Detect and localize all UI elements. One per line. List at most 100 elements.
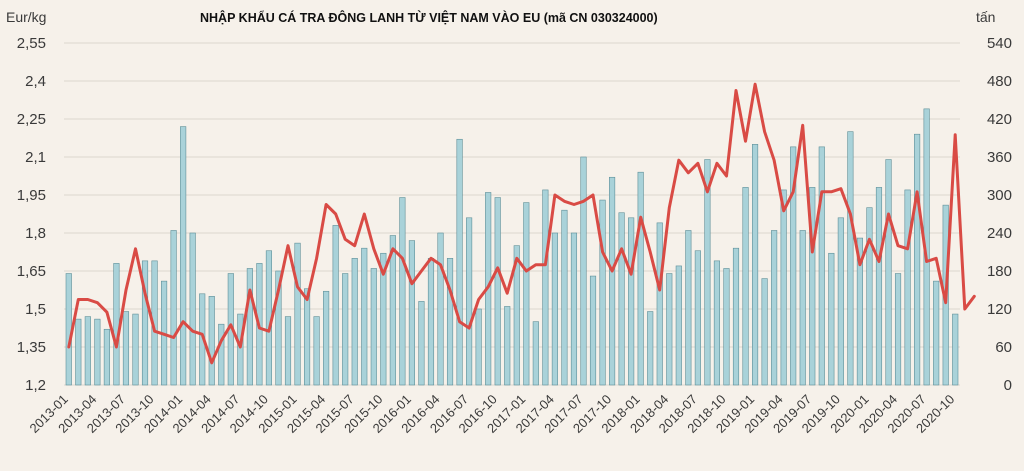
bar [952, 313, 959, 386]
bar [628, 217, 635, 386]
bar [885, 159, 892, 386]
bar [208, 296, 215, 386]
bar [771, 230, 778, 386]
bar [837, 217, 844, 386]
bar [542, 189, 549, 386]
bar [122, 311, 130, 386]
left-tick-label: 1,2 [25, 377, 46, 394]
bar [323, 290, 330, 386]
bar [494, 197, 501, 386]
bar [342, 273, 349, 386]
right-tick-label: 360 [987, 149, 1012, 166]
bar [504, 306, 511, 386]
bar [914, 133, 921, 386]
left-axis-label: Eur/kg [6, 9, 46, 25]
bar [294, 242, 301, 386]
bar [523, 202, 530, 386]
left-tick-label: 1,65 [17, 263, 46, 280]
left-tick-label: 2,1 [25, 149, 46, 166]
right-tick-label: 540 [987, 35, 1012, 52]
bar [475, 308, 482, 386]
bar [751, 144, 759, 386]
bar [609, 176, 616, 386]
bar [370, 268, 377, 386]
bar [933, 280, 940, 386]
bar [570, 232, 578, 386]
right-tick-label: 180 [987, 263, 1012, 280]
line-series [67, 82, 976, 365]
bar [551, 232, 558, 386]
bar-series [65, 108, 959, 386]
bar [132, 313, 139, 386]
bar [237, 313, 244, 386]
bar [408, 240, 415, 386]
bar [723, 268, 730, 386]
bar [561, 209, 568, 386]
bar [513, 245, 520, 386]
bar [618, 212, 625, 386]
bar [589, 275, 597, 386]
bar [637, 171, 644, 386]
right-axis-label: tấn [976, 9, 995, 25]
bar [761, 278, 768, 386]
bar [580, 156, 587, 386]
bar [361, 247, 368, 386]
bar [75, 318, 82, 386]
bar [113, 263, 120, 386]
bar [189, 232, 196, 386]
bar [818, 146, 825, 386]
bar [875, 187, 883, 386]
bar [656, 222, 663, 386]
left-tick-label: 1,8 [25, 225, 46, 242]
bar [894, 273, 902, 386]
right-tick-label: 60 [995, 339, 1012, 356]
bar [675, 265, 682, 386]
bar [694, 250, 701, 386]
bar [866, 207, 873, 386]
bar [904, 189, 911, 386]
right-tick-label: 120 [987, 301, 1012, 318]
bar [809, 187, 816, 386]
bar [380, 252, 387, 386]
right-tick-label: 300 [987, 187, 1012, 204]
bar [732, 247, 740, 386]
left-tick-label: 2,55 [17, 35, 46, 52]
bar [466, 217, 473, 386]
right-tick-label: 240 [987, 225, 1012, 242]
bar [246, 268, 253, 386]
bar [799, 230, 806, 386]
bar [418, 301, 425, 386]
bar [437, 232, 444, 386]
bar [218, 323, 225, 386]
right-axis-ticks: 540 480 420 360 300 240 180 120 60 0 [987, 35, 1012, 394]
bar [599, 199, 606, 386]
bar [742, 187, 749, 386]
bar [456, 138, 463, 386]
left-axis-ticks: 2,55 2,4 2,25 2,1 1,95 1,8 1,65 1,5 1,35 1,2 [17, 35, 46, 394]
bar [332, 225, 339, 386]
right-tick-label: 0 [1004, 377, 1012, 394]
bar [94, 318, 101, 386]
bar [313, 316, 320, 386]
bar [704, 159, 711, 386]
left-tick-label: 2,4 [25, 73, 46, 90]
right-tick-label: 480 [987, 73, 1012, 90]
bar [446, 258, 454, 386]
left-tick-label: 1,5 [25, 301, 46, 318]
bar [170, 230, 177, 386]
bar [685, 230, 692, 386]
bar [284, 316, 292, 386]
bar [847, 131, 854, 386]
bar [647, 311, 654, 386]
bar [103, 328, 110, 386]
bar [713, 260, 721, 386]
bar [427, 258, 435, 386]
left-tick-label: 1,95 [17, 187, 46, 204]
bar [856, 237, 863, 386]
bar [666, 273, 673, 386]
bar [303, 288, 311, 386]
bar [351, 258, 358, 386]
bar [828, 252, 835, 386]
bar [141, 260, 149, 386]
